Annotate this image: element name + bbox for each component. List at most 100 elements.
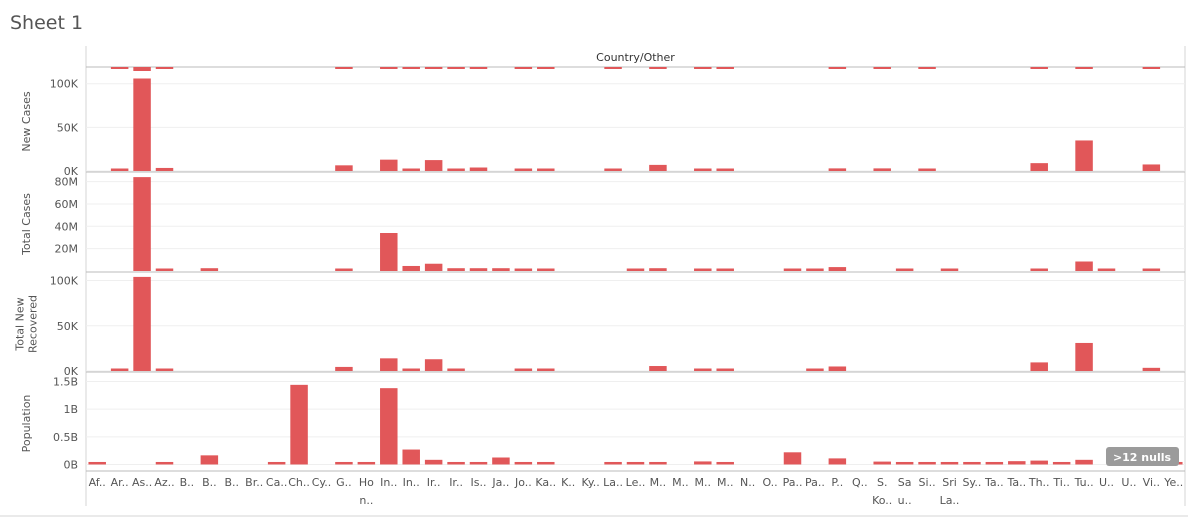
bar[interactable] xyxy=(402,168,420,172)
bar[interactable] xyxy=(1030,268,1048,272)
bar[interactable] xyxy=(963,461,981,465)
bar[interactable] xyxy=(806,268,824,272)
bar[interactable] xyxy=(828,458,847,465)
bar[interactable] xyxy=(940,268,959,272)
bar[interactable] xyxy=(1052,461,1071,465)
bar[interactable] xyxy=(469,461,488,465)
bar[interactable] xyxy=(155,268,174,272)
bar[interactable] xyxy=(649,366,667,371)
bar[interactable] xyxy=(604,168,622,172)
bar[interactable] xyxy=(133,177,151,271)
bar[interactable] xyxy=(447,168,465,172)
bar[interactable] xyxy=(514,268,533,272)
bar[interactable] xyxy=(1142,164,1161,171)
bar[interactable] xyxy=(447,268,465,271)
bar[interactable] xyxy=(1075,261,1093,272)
bar[interactable] xyxy=(447,461,465,465)
bar[interactable] xyxy=(828,267,847,271)
bar[interactable] xyxy=(424,263,443,271)
bar[interactable] xyxy=(985,461,1004,465)
bar[interactable] xyxy=(873,168,891,171)
bar[interactable] xyxy=(626,461,645,465)
bar[interactable] xyxy=(133,276,151,371)
bar[interactable] xyxy=(940,461,959,465)
bar[interactable] xyxy=(155,368,174,372)
bar[interactable] xyxy=(380,159,398,171)
bar[interactable] xyxy=(716,368,734,372)
bar[interactable] xyxy=(694,368,712,372)
bar[interactable] xyxy=(716,268,734,272)
bar[interactable] xyxy=(380,388,398,465)
bar[interactable] xyxy=(694,461,712,465)
bar[interactable] xyxy=(514,368,533,372)
bar[interactable] xyxy=(155,167,174,171)
bar[interactable] xyxy=(380,233,398,271)
bar[interactable] xyxy=(1142,367,1161,371)
bar[interactable] xyxy=(133,78,151,171)
bar[interactable] xyxy=(1142,268,1161,272)
bar[interactable] xyxy=(895,268,914,272)
bar[interactable] xyxy=(1008,461,1026,465)
bar[interactable] xyxy=(357,461,376,465)
bar[interactable] xyxy=(1030,362,1048,371)
bar[interactable] xyxy=(626,268,645,272)
bar[interactable] xyxy=(155,461,174,465)
bar[interactable] xyxy=(537,461,555,465)
bar[interactable] xyxy=(1097,268,1116,272)
bar[interactable] xyxy=(537,168,555,172)
bar[interactable] xyxy=(918,461,936,465)
bar[interactable] xyxy=(110,368,129,372)
bar[interactable] xyxy=(447,368,465,372)
bar[interactable] xyxy=(492,268,510,271)
bar[interactable] xyxy=(402,449,420,465)
bar[interactable] xyxy=(783,268,802,272)
bar[interactable] xyxy=(918,168,936,172)
bar[interactable] xyxy=(402,368,420,372)
bar[interactable] xyxy=(895,461,914,465)
bar[interactable] xyxy=(649,164,667,171)
bar[interactable] xyxy=(200,455,219,465)
bar[interactable] xyxy=(469,167,488,171)
bar[interactable] xyxy=(873,461,891,465)
bar[interactable] xyxy=(335,268,353,272)
bar[interactable] xyxy=(335,366,353,371)
bar[interactable] xyxy=(1030,460,1048,465)
bar[interactable] xyxy=(402,265,420,271)
null-indicator[interactable]: >12 nulls xyxy=(1106,447,1179,466)
bar[interactable] xyxy=(88,461,106,465)
bar[interactable] xyxy=(1075,342,1093,371)
bar[interactable] xyxy=(806,368,824,372)
bar[interactable] xyxy=(537,368,555,372)
bar[interactable] xyxy=(424,459,443,465)
bar[interactable] xyxy=(1030,163,1048,171)
bar[interactable] xyxy=(604,461,622,465)
bar[interactable] xyxy=(716,461,734,465)
bar[interactable] xyxy=(424,359,443,371)
bar[interactable] xyxy=(514,461,533,465)
bar[interactable] xyxy=(694,168,712,172)
bar[interactable] xyxy=(290,384,308,465)
bar[interactable] xyxy=(110,168,129,172)
bar[interactable] xyxy=(649,268,667,271)
bar[interactable] xyxy=(783,452,802,465)
x-tick-label: As.. xyxy=(132,476,152,489)
bar[interactable] xyxy=(380,358,398,371)
bar[interactable] xyxy=(335,461,353,465)
bar-stub xyxy=(918,67,936,69)
bar[interactable] xyxy=(649,461,667,465)
bar[interactable] xyxy=(514,168,533,172)
bar[interactable] xyxy=(335,165,353,171)
bar[interactable] xyxy=(828,366,847,371)
bar[interactable] xyxy=(492,457,510,465)
bar[interactable] xyxy=(716,168,734,172)
bar[interactable] xyxy=(1075,140,1093,171)
bar[interactable] xyxy=(694,268,712,272)
bar[interactable] xyxy=(828,168,847,171)
bar[interactable] xyxy=(469,268,488,271)
pane-total-cases: 20M 40M 60M 80M Total Cases xyxy=(20,176,1185,273)
bar[interactable] xyxy=(537,268,555,272)
bar[interactable] xyxy=(200,268,219,271)
bar[interactable] xyxy=(1075,459,1093,465)
bar[interactable] xyxy=(424,160,443,171)
bar[interactable] xyxy=(267,461,286,465)
